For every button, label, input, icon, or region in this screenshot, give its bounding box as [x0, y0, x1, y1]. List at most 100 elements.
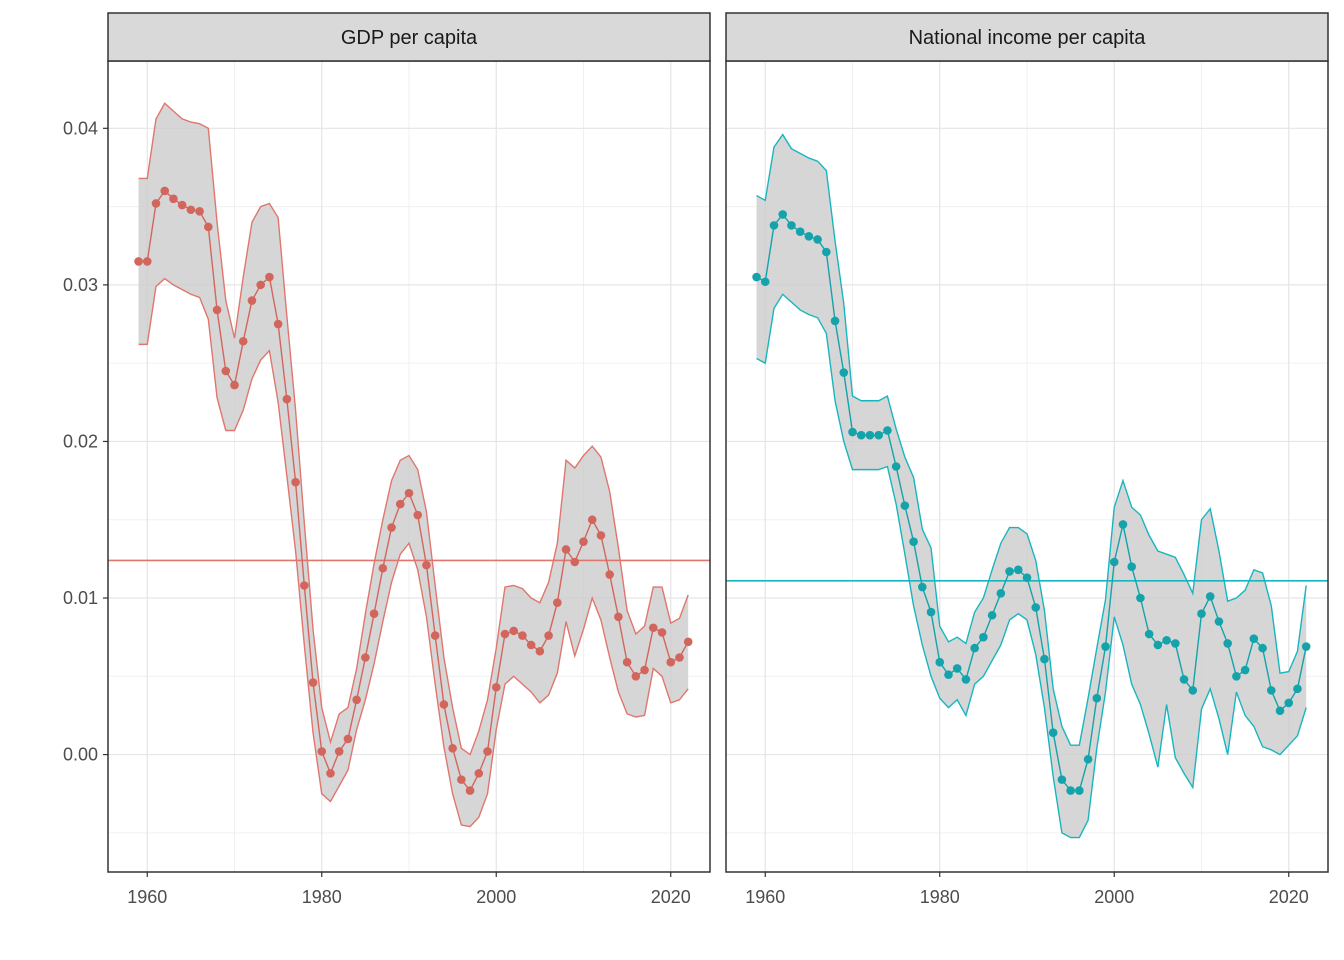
- data-point: [587, 515, 597, 525]
- data-point: [795, 227, 805, 236]
- data-point: [1232, 672, 1241, 681]
- x-tick-label: 2000: [476, 887, 516, 907]
- data-point: [614, 612, 623, 622]
- facet-strip: [725, 12, 1329, 62]
- data-point: [909, 537, 918, 546]
- facet-panel-2: National income per capita 1960 1980 2000 20…: [725, 12, 1329, 907]
- data-point: [961, 675, 971, 684]
- data-point: [151, 199, 161, 208]
- data-point: [1197, 609, 1206, 618]
- data-point: [195, 207, 204, 216]
- data-point: [186, 205, 196, 215]
- data-point: [622, 657, 632, 667]
- y-tick-label: 0.04: [63, 118, 98, 138]
- data-point: [1284, 698, 1294, 708]
- data-point: [422, 560, 431, 570]
- data-point: [683, 637, 693, 647]
- data-point: [334, 747, 344, 756]
- data-point: [830, 316, 840, 326]
- y-tick-label: 0.00: [63, 745, 98, 765]
- data-point: [891, 462, 901, 471]
- x-tick-label: 1980: [302, 887, 342, 907]
- data-point: [900, 501, 910, 510]
- data-point: [282, 394, 292, 404]
- data-point: [1144, 629, 1154, 639]
- data-point: [926, 607, 936, 617]
- data-point: [230, 380, 239, 390]
- data-point: [839, 368, 849, 377]
- data-point: [1118, 520, 1128, 529]
- data-point: [177, 200, 187, 210]
- data-point: [804, 232, 814, 241]
- data-point: [874, 430, 883, 440]
- data-point: [640, 665, 649, 675]
- data-point: [395, 499, 405, 509]
- data-point: [561, 545, 571, 554]
- data-point: [221, 366, 231, 376]
- data-point: [544, 631, 553, 640]
- data-point: [1249, 634, 1259, 644]
- data-point: [822, 247, 831, 257]
- data-point: [483, 747, 492, 756]
- x-tick-label: 1960: [745, 887, 785, 907]
- data-point: [509, 626, 518, 636]
- data-point: [1136, 593, 1145, 603]
- data-point: [1162, 635, 1171, 645]
- data-point: [300, 581, 309, 590]
- data-point: [142, 257, 152, 266]
- data-point: [1048, 728, 1058, 737]
- data-point: [760, 277, 770, 287]
- data-point: [918, 582, 927, 592]
- confidence-ribbon: [756, 134, 1307, 838]
- data-point: [1293, 684, 1302, 694]
- data-point: [666, 657, 676, 667]
- data-point: [596, 531, 606, 540]
- data-point: [1109, 557, 1119, 567]
- data-point: [752, 272, 761, 282]
- data-point: [579, 537, 588, 546]
- data-point: [326, 769, 335, 778]
- data-point: [1223, 639, 1232, 648]
- data-point: [247, 296, 257, 305]
- data-point: [883, 426, 892, 435]
- data-point: [979, 632, 988, 642]
- upper-bound-line: [756, 133, 1307, 746]
- data-point: [970, 643, 979, 653]
- data-point: [1066, 786, 1075, 795]
- y-tick-label: 0.03: [63, 275, 98, 295]
- data-point: [952, 664, 962, 673]
- data-point: [769, 221, 779, 230]
- data-point: [657, 628, 667, 637]
- data-point: [675, 653, 684, 662]
- data-point: [848, 427, 857, 437]
- data-point: [1075, 786, 1084, 795]
- data-point: [1057, 775, 1067, 784]
- lower-bound-line: [138, 277, 689, 828]
- data-point: [256, 280, 265, 290]
- x-tick-label: 2000: [1094, 887, 1134, 907]
- data-point: [439, 700, 449, 709]
- data-point: [944, 670, 953, 680]
- data-point: [1188, 686, 1198, 695]
- data-point: [813, 235, 822, 244]
- data-point: [1275, 706, 1285, 716]
- y-tick-label: 0.02: [63, 431, 98, 451]
- series-line: [138, 189, 689, 792]
- data-point: [387, 523, 396, 532]
- data-point: [1092, 693, 1102, 703]
- data-point: [491, 682, 501, 692]
- data-point: [570, 557, 580, 567]
- data-point: [430, 631, 440, 640]
- data-point: [1013, 565, 1023, 575]
- data-point: [448, 744, 457, 753]
- x-tick-label: 1980: [920, 887, 960, 907]
- data-point: [631, 672, 641, 681]
- data-point: [273, 319, 283, 329]
- data-point: [865, 430, 875, 440]
- data-point: [535, 646, 545, 656]
- data-point: [553, 598, 562, 608]
- data-point: [352, 695, 361, 705]
- data-point: [1171, 639, 1180, 648]
- data-point: [343, 734, 353, 744]
